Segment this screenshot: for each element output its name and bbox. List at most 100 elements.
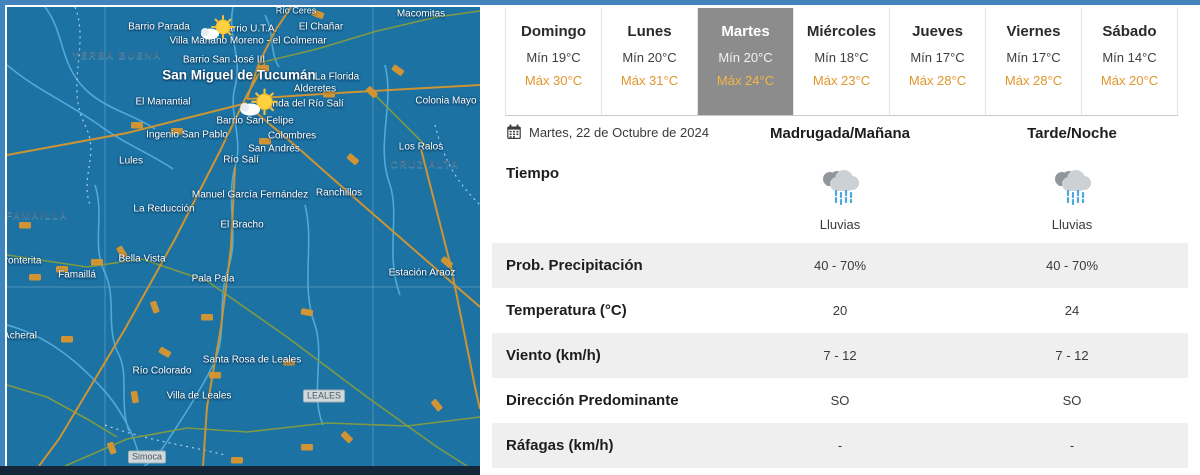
map-boundaries bbox=[74, 7, 480, 456]
day-min-temp: Mín 17°C bbox=[910, 50, 965, 65]
rain-cloud-icon bbox=[817, 167, 863, 212]
forecast-panel: Domingo Mín 19°C Máx 30°C Lunes Mín 20°C… bbox=[480, 5, 1200, 475]
map-label: Los Ralos bbox=[398, 141, 444, 153]
selected-date: Martes, 22 de Octubre de 2024 bbox=[529, 124, 709, 140]
map-label: Famaillá bbox=[58, 269, 96, 281]
map-label: Ranchillos bbox=[315, 187, 363, 199]
map-label-city: San Miguel de Tucumán bbox=[162, 67, 316, 83]
map-label: Colombres bbox=[267, 130, 317, 142]
map-graticule bbox=[7, 7, 480, 466]
row-label: Temperatura (°C) bbox=[506, 302, 627, 319]
map-label: Santa Rosa de Leales bbox=[202, 354, 302, 366]
forecast-detail-table: Prob. Precipitación 40 - 70% 40 - 70% Te… bbox=[492, 243, 1188, 468]
day-max-temp: Máx 24°C bbox=[716, 73, 775, 88]
map-label: Acheral bbox=[7, 330, 37, 342]
day-tab-miercoles[interactable]: Miércoles Mín 18°C Máx 23°C bbox=[794, 8, 890, 115]
day-tab-sabado[interactable]: Sábado Mín 14°C Máx 20°C bbox=[1082, 8, 1178, 115]
day-tabs: Domingo Mín 19°C Máx 30°C Lunes Mín 20°C… bbox=[505, 8, 1178, 116]
day-max-temp: Máx 28°C bbox=[1004, 73, 1063, 88]
map-label: Río Ceres bbox=[275, 7, 317, 16]
day-tab-martes[interactable]: Martes Mín 20°C Máx 24°C bbox=[698, 8, 794, 115]
day-tab-viernes[interactable]: Viernes Mín 17°C Máx 28°C bbox=[986, 8, 1082, 115]
weather-cell-morning: Lluvias bbox=[750, 167, 930, 232]
day-max-temp: Máx 20°C bbox=[1100, 73, 1159, 88]
row-value-morning: - bbox=[837, 438, 843, 453]
map-label: Lules bbox=[119, 155, 143, 167]
map-label: La Florida bbox=[314, 71, 360, 83]
weather-cell-evening: Lluvias bbox=[982, 167, 1162, 232]
table-row-wind: Viento (km/h) 7 - 12 7 - 12 bbox=[492, 333, 1188, 378]
map-label: Río Salí bbox=[223, 154, 259, 166]
weather-condition-label: Lluvias bbox=[819, 217, 861, 232]
tiempo-row-label: Tiempo bbox=[506, 165, 560, 182]
map-label: Banda del Río Salí bbox=[260, 98, 344, 110]
table-row-gusts: Ráfagas (km/h) - - bbox=[492, 423, 1188, 468]
map-label: Villa de Leales bbox=[166, 390, 232, 402]
day-max-temp: Máx 23°C bbox=[812, 73, 871, 88]
row-label: Prob. Precipitación bbox=[506, 257, 643, 274]
day-min-temp: Mín 14°C bbox=[1102, 50, 1157, 65]
map-label: Ingenio San Pablo bbox=[146, 129, 228, 141]
route-markers bbox=[19, 9, 453, 464]
day-min-temp: Mín 20°C bbox=[622, 50, 677, 65]
map-label: Pala Pala bbox=[191, 273, 235, 285]
day-tab-jueves[interactable]: Jueves Mín 17°C Máx 28°C bbox=[890, 8, 986, 115]
map-left-border bbox=[0, 5, 5, 466]
row-value-evening: 24 bbox=[1064, 303, 1080, 318]
map-label-boxed: Simoca bbox=[127, 450, 167, 464]
day-max-temp: Máx 30°C bbox=[524, 73, 583, 88]
map-label: Río Colorado bbox=[132, 365, 192, 377]
calendar-icon bbox=[506, 124, 522, 140]
map-label: Fronterita bbox=[7, 255, 42, 267]
map-label: Barrio San Felipe bbox=[216, 115, 294, 127]
day-name: Lunes bbox=[627, 23, 672, 40]
row-value-evening: 7 - 12 bbox=[1055, 348, 1089, 363]
day-min-temp: Mín 20°C bbox=[718, 50, 773, 65]
map-graphics bbox=[7, 7, 480, 466]
map-secondary-roads bbox=[7, 10, 480, 466]
row-label: Viento (km/h) bbox=[506, 347, 601, 364]
row-label: Ráfagas (km/h) bbox=[506, 437, 614, 454]
day-name: Miércoles bbox=[806, 23, 877, 40]
map-label: Estación Araoz bbox=[388, 267, 456, 279]
row-value-morning: 40 - 70% bbox=[813, 258, 867, 273]
map-label: El Chañar bbox=[298, 21, 344, 33]
map-main-roads bbox=[7, 7, 480, 466]
row-value-evening: - bbox=[1069, 438, 1075, 453]
column-header-morning: Madrugada/Mañana bbox=[769, 125, 911, 142]
day-name: Sábado bbox=[1102, 23, 1157, 40]
row-label: Dirección Predominante bbox=[506, 392, 679, 409]
column-header-evening: Tarde/Noche bbox=[1027, 125, 1117, 142]
day-tab-lunes[interactable]: Lunes Mín 20°C Máx 31°C bbox=[602, 8, 698, 115]
map-label: El Manantial bbox=[135, 96, 191, 108]
map-label: Barrio San José III bbox=[182, 54, 266, 66]
day-max-temp: Máx 31°C bbox=[620, 73, 679, 88]
map-label: San Andrés bbox=[248, 143, 300, 155]
weather-map[interactable]: Río Ceres Macomitas Barrio Parada Barrio… bbox=[7, 7, 480, 466]
map-label-department: YERBA BUENA bbox=[72, 50, 162, 62]
rain-cloud-icon bbox=[1049, 167, 1095, 212]
weather-condition-label: Lluvias bbox=[1051, 217, 1093, 232]
map-label: Colonia Mayo - bbox=[415, 95, 480, 107]
table-row-temperature: Temperatura (°C) 20 24 bbox=[492, 288, 1188, 333]
map-label: Villa Mariano Moreno - el Colmenar bbox=[169, 35, 327, 47]
map-label: Alderetes bbox=[293, 83, 337, 95]
day-name: Domingo bbox=[521, 23, 586, 40]
map-label-department: FAMAILLA bbox=[7, 210, 69, 222]
map-label: Barrio U.T.A. bbox=[220, 23, 278, 35]
day-name: Jueves bbox=[912, 23, 963, 40]
day-tab-domingo[interactable]: Domingo Mín 19°C Máx 30°C bbox=[506, 8, 602, 115]
day-max-temp: Máx 28°C bbox=[908, 73, 967, 88]
row-value-evening: 40 - 70% bbox=[1045, 258, 1099, 273]
day-name: Martes bbox=[721, 23, 770, 40]
map-label: La Reducción bbox=[133, 203, 195, 215]
top-accent-bar bbox=[0, 0, 1200, 5]
map-label: El Bracho bbox=[220, 219, 264, 231]
map-label: Bella Vista bbox=[118, 253, 166, 265]
day-min-temp: Mín 17°C bbox=[1006, 50, 1061, 65]
day-min-temp: Mín 19°C bbox=[526, 50, 581, 65]
map-attribution-bar bbox=[0, 466, 480, 475]
table-row-wind-direction: Dirección Predominante SO SO bbox=[492, 378, 1188, 423]
map-label-boxed: LEALES bbox=[302, 389, 346, 403]
map-label: Manuel García Fernández bbox=[191, 189, 309, 201]
